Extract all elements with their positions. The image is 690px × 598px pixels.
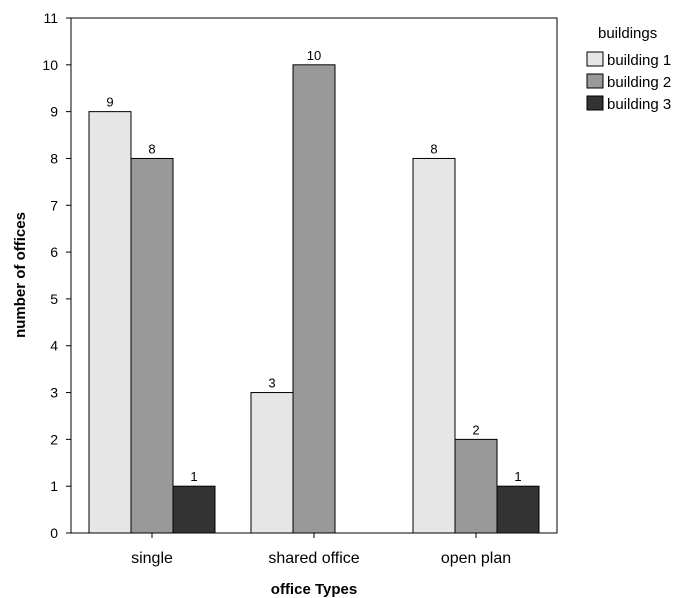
y-tick-label: 9	[50, 104, 58, 120]
legend-label: building 3	[607, 96, 671, 113]
legend-swatch	[586, 51, 604, 67]
data-label: 1	[190, 469, 197, 484]
legend: buildings building 1 building 2 building 3	[586, 25, 671, 113]
y-tick-label: 0	[50, 525, 58, 541]
data-label: 8	[148, 141, 155, 156]
bar	[250, 392, 294, 534]
data-label: 2	[472, 422, 479, 437]
y-tick-label: 5	[50, 291, 58, 307]
bars: 9 8 1 3 10 8 2 1	[88, 48, 540, 534]
legend-swatch	[586, 95, 604, 111]
x-tick-label: single	[131, 550, 173, 567]
data-label: 9	[106, 95, 113, 110]
bar	[172, 485, 216, 534]
y-tick-label: 6	[50, 244, 58, 260]
y-tick-label: 7	[50, 197, 58, 213]
x-tick-label: open plan	[441, 550, 511, 567]
bar	[412, 157, 456, 534]
bar	[88, 111, 132, 534]
y-tick-label: 1	[50, 478, 58, 494]
y-tick-label: 11	[43, 10, 58, 26]
y-tick-label: 4	[50, 338, 58, 354]
bar	[292, 64, 336, 534]
bar	[496, 485, 540, 534]
y-axis-title: number of offices	[12, 212, 29, 338]
data-label: 3	[268, 376, 275, 391]
y-tick-label: 10	[42, 57, 58, 73]
y-tick-label: 3	[50, 385, 58, 401]
x-tick-label: shared office	[268, 550, 359, 567]
legend-title: buildings	[598, 25, 657, 42]
bar	[130, 157, 174, 534]
legend-swatch	[586, 73, 604, 89]
y-axis: 0 1 2 3 4 5 6 7 8 9 10 11	[42, 10, 71, 541]
legend-label: building 2	[607, 74, 671, 91]
legend-label: building 1	[607, 52, 671, 69]
y-tick-label: 8	[50, 150, 58, 166]
data-label: 1	[514, 469, 521, 484]
bar	[454, 438, 498, 534]
data-label: 8	[430, 141, 437, 156]
x-axis: single shared office open plan	[131, 533, 511, 567]
y-tick-label: 2	[50, 431, 58, 447]
data-label: 10	[307, 48, 321, 63]
x-axis-title: office Types	[271, 581, 357, 598]
